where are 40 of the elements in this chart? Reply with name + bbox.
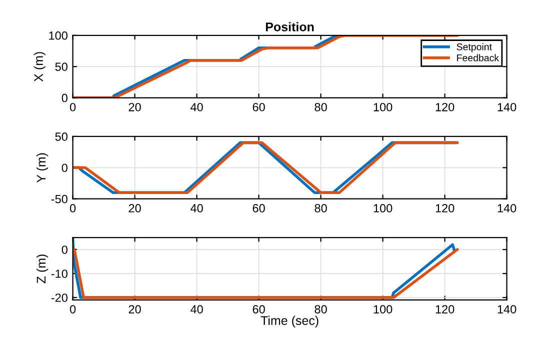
y-tick-label: 0: [62, 164, 68, 172]
x-tick-label: 140: [498, 204, 516, 212]
y-tick-label: 50: [55, 62, 68, 71]
x-tick-label: 20: [128, 102, 141, 112]
x-tick-label: 40: [190, 204, 203, 212]
y-tick-label: 0: [62, 246, 68, 254]
y-axis-title: Z (m): [36, 254, 48, 284]
x-tick-label: 80: [314, 305, 327, 314]
x-tick-label: 60: [252, 204, 265, 212]
x-tick-label: 40: [190, 102, 203, 112]
x-tick-label: 0: [70, 305, 76, 314]
x-tick-label: 0: [70, 102, 76, 112]
x-tick-label: 100: [374, 204, 392, 212]
legend-label: Feedback: [457, 54, 500, 62]
x-tick-label: 60: [252, 102, 265, 112]
x-tick-label: 120: [436, 102, 454, 112]
y-tick-label: -50: [51, 194, 68, 204]
x-tick-label: 140: [498, 305, 516, 314]
x-tick-label: 60: [252, 305, 265, 314]
x-tick-label: 100: [374, 305, 392, 314]
chart-title: Position: [266, 22, 314, 32]
y-tick-label: -10: [51, 270, 68, 278]
x-axis-title: Time (sec): [260, 316, 318, 328]
x-tick-label: 140: [498, 102, 516, 112]
y-tick-label: 0: [62, 94, 68, 102]
y-tick-label: -20: [51, 294, 68, 302]
y-axis-title: Y (m): [36, 153, 48, 183]
x-tick-label: 20: [128, 204, 141, 212]
x-tick-label: 80: [314, 102, 327, 112]
x-tick-label: 120: [436, 305, 454, 314]
y-tick-label: 50: [55, 132, 68, 141]
x-tick-label: 40: [190, 305, 203, 314]
x-tick-label: 100: [374, 102, 392, 112]
x-tick-label: 120: [436, 204, 454, 212]
y-tick-label: 100: [49, 31, 68, 40]
x-tick-label: 0: [70, 204, 76, 212]
y-axis-title: X (m): [34, 52, 46, 82]
legend-label: Setpoint: [456, 43, 492, 52]
x-tick-label: 20: [128, 305, 141, 314]
x-tick-label: 80: [314, 204, 327, 212]
